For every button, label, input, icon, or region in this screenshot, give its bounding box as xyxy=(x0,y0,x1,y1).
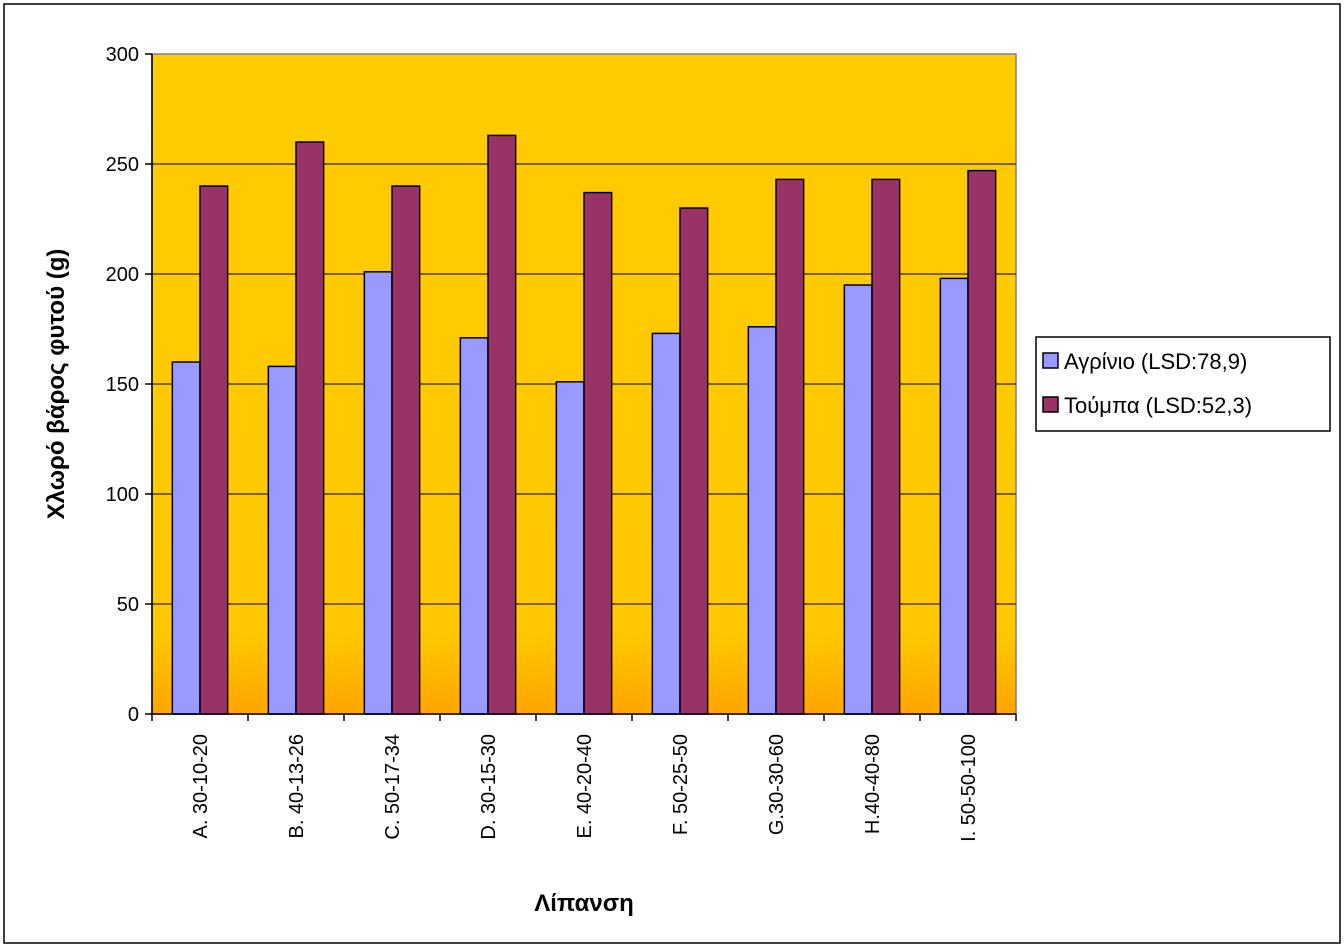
x-tick-label: E. 40-20-40 xyxy=(574,734,596,839)
x-tick-label: A. 30-10-20 xyxy=(190,734,212,839)
bar-toumpa xyxy=(679,207,709,715)
y-tick-label: 300 xyxy=(106,44,139,66)
x-tick-label: D. 30-15-30 xyxy=(478,734,500,840)
bar-agrinio xyxy=(939,277,969,715)
legend-label-agrinio: Αγρίνιο (LSD:78,9) xyxy=(1064,349,1247,374)
x-axis-title: Λίπανση xyxy=(534,890,634,917)
bar-toumpa xyxy=(199,185,229,715)
bars xyxy=(171,134,997,715)
y-tick-label: 0 xyxy=(128,704,139,726)
bar-agrinio xyxy=(171,361,201,715)
bar-toumpa xyxy=(775,178,805,715)
bar-toumpa xyxy=(583,191,613,715)
tick-labels: 0 50 100 150 200 250 300 A. 30-10-20 B. 40-13-26… xyxy=(106,44,980,842)
x-tick-label: F. 50-25-50 xyxy=(670,734,692,835)
y-tick-label: 200 xyxy=(106,264,139,286)
bar-toumpa xyxy=(871,178,901,715)
legend-box xyxy=(1035,336,1331,432)
bar-agrinio xyxy=(843,284,873,715)
y-tick-label: 150 xyxy=(106,374,139,396)
legend-swatch-toumpa xyxy=(1042,396,1059,413)
legend: Αγρίνιο (LSD:78,9) Τούμπα (LSD:52,3) xyxy=(1035,336,1331,432)
legend-swatch-agrinio xyxy=(1042,352,1059,369)
x-tick-label: C. 50-17-34 xyxy=(382,734,404,840)
axes xyxy=(145,53,1017,721)
y-tick-label: 50 xyxy=(117,594,139,616)
x-tick-label: G.30-30-60 xyxy=(766,734,788,835)
bar-agrinio xyxy=(267,365,297,715)
bar-toumpa xyxy=(487,134,517,715)
x-tick-label: H.40-40-80 xyxy=(862,734,884,834)
legend-label-toumpa: Τούμπα (LSD:52,3) xyxy=(1064,393,1252,418)
bar-agrinio xyxy=(363,271,393,715)
bar-toumpa xyxy=(391,185,421,715)
bar-agrinio xyxy=(747,326,777,715)
bar-agrinio xyxy=(651,332,681,715)
y-tick-label: 100 xyxy=(106,484,139,506)
bar-agrinio xyxy=(459,337,489,715)
bar-agrinio xyxy=(555,381,585,715)
bar-toumpa xyxy=(967,169,997,715)
bar-toumpa xyxy=(295,141,325,715)
y-tick-label: 250 xyxy=(106,154,139,176)
x-tick-label: B. 40-13-26 xyxy=(286,734,308,839)
y-axis-title: Χλωρό βάρος φυτού (g) xyxy=(43,249,70,520)
x-tick-label: I. 50-50-100 xyxy=(958,734,980,842)
